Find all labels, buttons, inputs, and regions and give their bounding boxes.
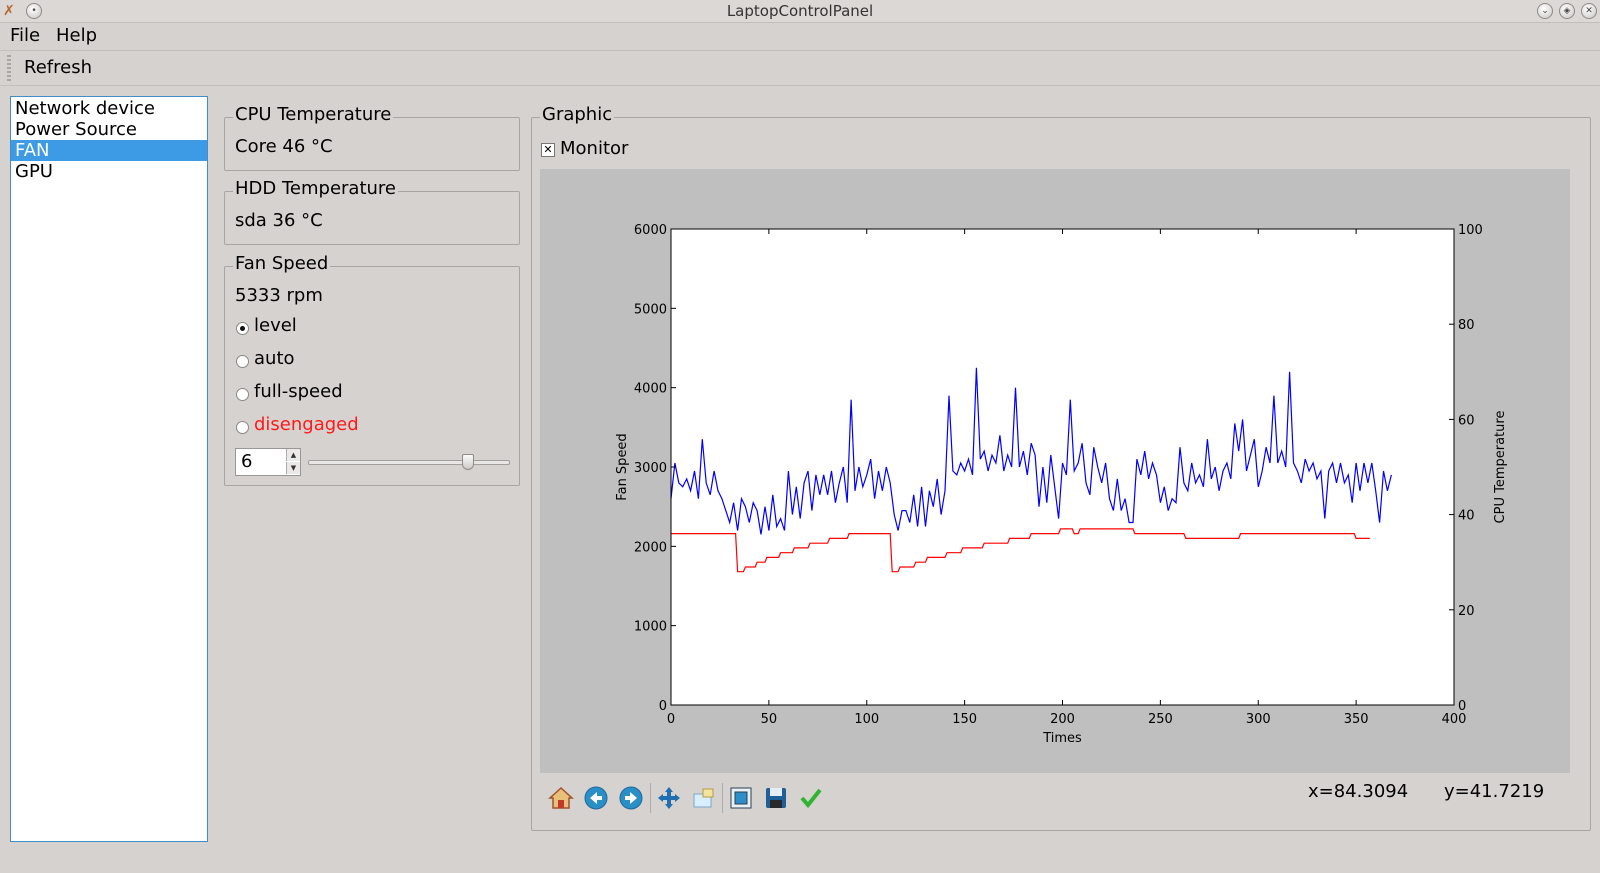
radio-auto[interactable] <box>236 355 249 368</box>
window-menu-button[interactable]: • <box>26 3 42 19</box>
fan-speed-group <box>224 266 520 486</box>
x-axis-label: Times <box>1042 731 1082 746</box>
zoom-icon[interactable] <box>691 785 717 811</box>
close-button[interactable]: ✕ <box>1581 3 1597 19</box>
menu-help[interactable]: Help <box>56 25 98 46</box>
radio-full-speed-label[interactable]: full-speed <box>254 381 343 402</box>
cursor-x-readout: x=84.3094 <box>1308 781 1409 802</box>
toolbar-divider-2 <box>722 783 723 813</box>
spin-up-icon[interactable]: ▲ <box>286 449 300 461</box>
fan-speed-value: 5333 rpm <box>235 285 323 306</box>
toolbar-grip-handle[interactable] <box>7 55 11 81</box>
x-tick-label: 200 <box>1050 712 1075 727</box>
nav-item-network-device[interactable]: Network device <box>15 98 156 119</box>
category-list[interactable]: Network device Power Source FAN GPU <box>10 96 208 842</box>
cpu-temperature-value: Core 46 °C <box>235 136 333 157</box>
fan-level-spinbox[interactable]: 6 ▲ ▼ <box>235 448 301 476</box>
y-tick-label: 3000 <box>634 461 667 476</box>
hdd-temperature-value: sda 36 °C <box>235 210 323 231</box>
forward-icon[interactable] <box>618 785 644 811</box>
cpu-temperature-line <box>671 528 1370 573</box>
pan-icon[interactable] <box>656 785 682 811</box>
hdd-temperature-title: HDD Temperature <box>233 178 398 199</box>
x-tick-label: 250 <box>1148 712 1173 727</box>
y-tick-label: 6000 <box>634 223 667 238</box>
menu-divider <box>0 50 1600 51</box>
fan-temperature-chart: 0 50 100 150 200 250 300 350 4000100020003000400… <box>615 223 1508 746</box>
fan-level-slider[interactable] <box>308 460 510 465</box>
x-tick-label: 300 <box>1246 712 1271 727</box>
radio-full-speed[interactable] <box>236 388 249 401</box>
cpu-temperature-title: CPU Temperature <box>233 104 394 125</box>
window-title: LaptopControlPanel <box>726 2 874 20</box>
maximize-button[interactable]: ◈ <box>1559 3 1575 19</box>
y-tick-label: 0 <box>659 699 667 714</box>
radio-level[interactable] <box>236 322 249 335</box>
minimize-button[interactable]: ⌄ <box>1537 3 1553 19</box>
x-tick-label: 0 <box>667 712 675 727</box>
x-tick-label: 400 <box>1442 712 1467 727</box>
monitor-label[interactable]: Monitor <box>560 138 629 159</box>
nav-item-power-source[interactable]: Power Source <box>15 119 137 140</box>
save-icon[interactable] <box>763 785 789 811</box>
y-tick-label: 1000 <box>634 620 667 635</box>
y2-axis-label: CPU Temperature <box>1493 411 1508 524</box>
title-bar: ✗ • LaptopControlPanel ⌄ ◈ ✕ <box>0 0 1600 23</box>
menu-bar: File Help <box>0 23 1600 49</box>
y-tick-label: 5000 <box>634 302 667 317</box>
spin-down-icon[interactable]: ▼ <box>286 462 300 474</box>
back-icon[interactable] <box>583 785 609 811</box>
fan-level-slider-handle[interactable] <box>462 454 475 470</box>
fan-speed-line <box>670 367 1392 535</box>
y-tick-label: 2000 <box>634 540 667 555</box>
plot-canvas[interactable]: 0 50 100 150 200 250 300 350 400 0 1000 2000 3000 400… <box>540 169 1570 773</box>
y-axis-label: Fan Speed <box>615 433 630 500</box>
refresh-button[interactable]: Refresh <box>24 57 92 78</box>
subplots-icon[interactable] <box>728 785 754 811</box>
y2-tick-label: 40 <box>1458 509 1475 524</box>
toolbar-divider <box>650 783 651 813</box>
y2-tick-label: 100 <box>1458 223 1483 238</box>
graphic-group <box>531 117 1591 831</box>
menu-file[interactable]: File <box>10 25 41 46</box>
home-icon[interactable] <box>548 785 574 811</box>
x-tick-label: 150 <box>952 712 977 727</box>
x-tick-label: 100 <box>854 712 879 727</box>
radio-disengaged[interactable] <box>236 421 249 434</box>
edit-check-icon[interactable] <box>798 785 824 811</box>
fan-level-value[interactable]: 6 <box>241 451 253 472</box>
graphic-title: Graphic <box>540 104 615 125</box>
y2-tick-label: 60 <box>1458 413 1475 428</box>
radio-auto-label[interactable]: auto <box>254 348 295 369</box>
y2-tick-label: 0 <box>1458 699 1466 714</box>
y-tick-label: 4000 <box>634 382 667 397</box>
y2-tick-label: 20 <box>1458 604 1475 619</box>
x-tick-label: 350 <box>1344 712 1369 727</box>
y2-tick-label: 80 <box>1458 318 1475 333</box>
fan-speed-title: Fan Speed <box>233 253 331 274</box>
nav-item-fan[interactable]: FAN <box>11 140 207 161</box>
cursor-y-readout: y=41.7219 <box>1444 781 1545 802</box>
radio-level-label[interactable]: level <box>254 315 297 336</box>
radio-disengaged-label[interactable]: disengaged <box>254 414 359 435</box>
app-icon: ✗ <box>3 3 15 19</box>
x-tick-label: 50 <box>761 712 778 727</box>
nav-item-gpu[interactable]: GPU <box>15 161 53 182</box>
toolbar: Refresh <box>0 51 1600 86</box>
monitor-checkbox[interactable]: ✕ <box>541 143 555 157</box>
